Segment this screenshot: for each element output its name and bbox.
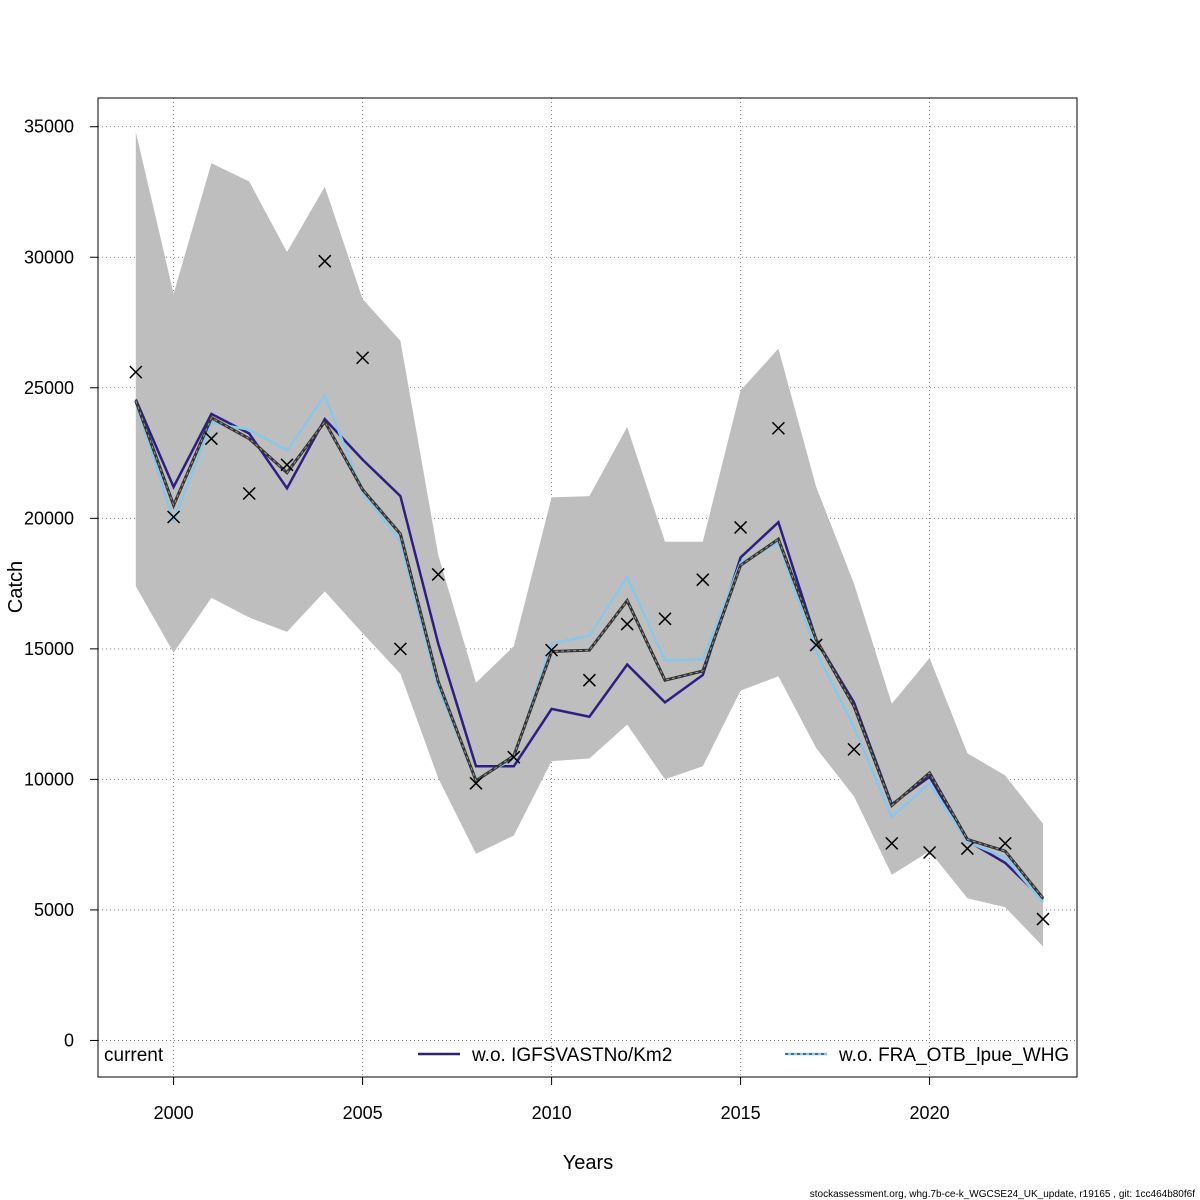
observation-marker [469,776,483,790]
series-line-current-dash [135,400,1044,899]
observation-marker [204,432,218,446]
y-tick-label: 0 [64,1030,74,1050]
footer-credit: stockassessment.org, whg.7b-ce-k_WGCSE24… [810,1189,1195,1200]
observation-marker [658,612,672,626]
x-tick-label: 2000 [154,1103,194,1123]
observation-marker [507,750,521,764]
legend-label-fra-otb: w.o. FRA_OTB_lpue_WHG [838,1045,1069,1066]
observation-marker [318,254,332,268]
observation-marker [545,643,559,657]
observation-marker [129,365,143,379]
y-tick-label: 5000 [34,900,74,920]
confidence-band-group [135,131,1044,947]
observations-group [129,254,1050,926]
legend: current w.o. IGFSVASTNo/Km2 w.o. FRA_OTB… [104,1045,1069,1066]
observation-marker [885,836,899,850]
observation-marker [280,458,294,472]
y-tick-label: 10000 [24,769,74,789]
y-tick-label: 15000 [24,639,74,659]
observation-marker [771,421,785,435]
y-tick-label: 25000 [24,378,74,398]
y-tick-label: 20000 [24,508,74,528]
x-tick-label: 2010 [532,1103,572,1123]
observation-marker [734,520,748,534]
axes-group: 2000 2005 2010 2015 2020 0 5000 10000 15000 20000… [24,117,950,1123]
observation-marker [847,742,861,756]
y-axis-title: Catch [5,561,27,613]
x-tick-label: 2005 [343,1103,383,1123]
plot-frame [97,97,1078,1078]
observation-marker [582,673,596,687]
x-tick-label: 2015 [721,1103,761,1123]
observation-marker [393,642,407,656]
series-lines-group [134,392,1045,903]
observation-marker [242,486,256,501]
x-tick-label: 2020 [910,1103,950,1123]
observation-marker [356,351,370,365]
observation-marker [431,567,445,581]
y-tick-label: 35000 [24,117,74,137]
x-axis-title: Years [563,1152,613,1174]
confidence-band [135,131,1044,947]
observation-marker [620,617,634,631]
legend-label-current: current [104,1045,164,1066]
observation-marker [960,842,974,856]
observation-marker [809,638,823,652]
observation-marker [696,573,710,587]
y-tick-label: 30000 [24,247,74,267]
observation-marker [923,845,937,860]
observation-marker [998,836,1012,850]
series-line-w-o-fra-otb-lpue-whg [134,392,1044,903]
legend-label-igfsvast: w.o. IGFSVASTNo/Km2 [471,1045,672,1066]
observation-marker [1036,912,1050,926]
observation-marker [167,510,181,524]
